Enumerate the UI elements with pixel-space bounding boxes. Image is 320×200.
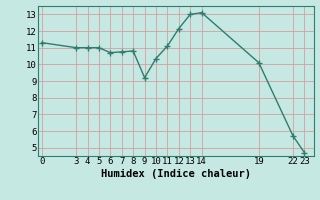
X-axis label: Humidex (Indice chaleur): Humidex (Indice chaleur) <box>101 169 251 179</box>
